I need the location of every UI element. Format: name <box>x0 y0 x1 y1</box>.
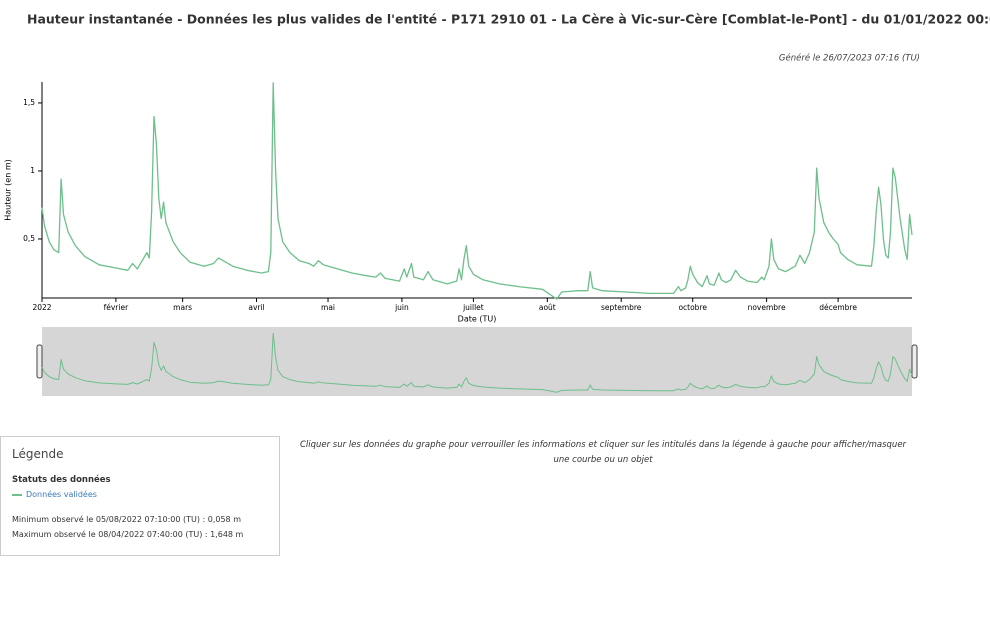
x-tick-label: 2022 <box>32 303 51 312</box>
navigator-handle[interactable] <box>36 344 43 379</box>
minimum-info: Minimum observé le 05/08/2022 07:10:00 (… <box>12 515 241 524</box>
x-tick-label: avril <box>248 303 264 312</box>
x-tick-label: septembre <box>601 303 642 312</box>
x-tick-label: mars <box>173 303 192 312</box>
x-axis-label: Date (TU) <box>458 315 497 324</box>
legend-swatch <box>12 493 22 496</box>
legend-section: Statuts des données <box>12 475 111 485</box>
y-tick-label: 0,5 <box>23 234 35 243</box>
x-tick-label: février <box>104 303 129 312</box>
y-tick-label: 1 <box>30 166 35 175</box>
legend-title: Légende <box>12 447 64 461</box>
chart-title: Hauteur instantanée - Données les plus v… <box>27 12 990 27</box>
navigator-line <box>41 332 913 393</box>
x-tick-label: juillet <box>462 303 484 312</box>
legend-label[interactable]: Données validées <box>26 490 97 499</box>
navigator-handle[interactable] <box>911 344 918 379</box>
x-tick-label: novembre <box>748 303 786 312</box>
x-tick-label: août <box>539 303 556 312</box>
y-axis-label: Hauteur (en m) <box>4 159 13 221</box>
x-tick-label: décembre <box>819 303 857 312</box>
legend: Légende Statuts des données Données vali… <box>0 436 280 556</box>
y-tick-label: 1,5 <box>23 98 35 107</box>
generated-date: Généré le 26/07/2023 07:16 (TU) <box>779 53 920 64</box>
x-tick-label: octobre <box>678 303 707 312</box>
legend-item[interactable]: Données validées <box>12 490 97 499</box>
series-line <box>41 82 913 300</box>
maximum-info: Maximum observé le 08/04/2022 07:40:00 (… <box>12 530 244 539</box>
x-tick-label: mai <box>321 303 335 312</box>
x-tick-label: juin <box>394 303 409 312</box>
instructions: Cliquer sur les données du graphe pour v… <box>299 440 907 465</box>
